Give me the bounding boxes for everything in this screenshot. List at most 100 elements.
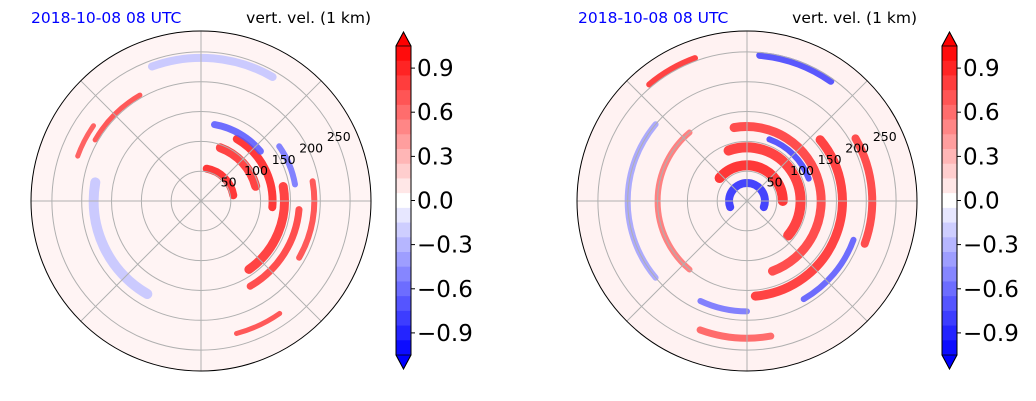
angular-gridline [200, 200, 322, 322]
colorbar-tick-label: −0.6 [963, 277, 1019, 303]
field-feature [215, 143, 261, 191]
colorbar-band [396, 60, 411, 76]
radial-tick-label: 100 [790, 163, 814, 178]
field-feature [646, 55, 698, 88]
field-feature [800, 236, 857, 303]
colorbar-tick-label: 0.9 [417, 56, 454, 82]
colorbar-band [396, 266, 411, 282]
colorbar-band [942, 222, 957, 238]
radial-tick-label: 250 [327, 129, 351, 144]
angular-gridline [80, 200, 202, 322]
colorbar-band [942, 193, 957, 209]
radial-tick-label: 200 [845, 140, 869, 155]
colorbar-band [396, 46, 411, 62]
angular-gridline [200, 80, 322, 202]
colorbar-band [396, 178, 411, 194]
colorbar-band [396, 149, 411, 165]
colorbar-band [942, 149, 957, 165]
colorbar-band [942, 266, 957, 282]
colorbar-band [396, 296, 411, 312]
field-feature [232, 135, 277, 212]
colorbar: 0.9 0.6 0.3 0.0 −0.3 −0.6 −0.9 [941, 30, 1019, 371]
colorbar-tick-label: 0.0 [963, 189, 1000, 215]
colorbar-band [396, 325, 411, 341]
radial-tick-label: 100 [244, 163, 268, 178]
colorbar-band [396, 90, 411, 106]
field-feature [246, 206, 303, 290]
field-feature [729, 122, 826, 276]
polar-grid [577, 31, 917, 371]
colorbar-extend-min [941, 354, 958, 370]
colorbar-tick-label: −0.9 [963, 321, 1019, 347]
field-feature [714, 160, 788, 206]
colorbar-band [396, 281, 411, 297]
field-feature [750, 135, 847, 301]
colorbar-band [396, 252, 411, 268]
polar-outline [576, 30, 918, 372]
colorbar: 0.9 0.6 0.3 0.0 −0.3 −0.6 −0.9 [395, 30, 473, 371]
colorbar-band [396, 75, 411, 91]
colorbar-tick-label: 0.6 [417, 100, 454, 126]
field-feature [148, 53, 277, 81]
colorbar-tick-label: 0.3 [417, 144, 454, 170]
field-feature [756, 51, 835, 85]
panel-date-title: 2018-10-08 08 UTC [578, 9, 728, 27]
colorbar-outline [395, 30, 412, 371]
colorbar-band [942, 104, 957, 120]
colorbar-band [396, 207, 411, 223]
colorbar-band [942, 310, 957, 326]
panel-field-title: vert. vel. (1 km) [792, 9, 917, 27]
colorbar-band [942, 237, 957, 253]
field-feature [88, 177, 153, 299]
colorbar-band [942, 325, 957, 341]
colorbar-band [396, 134, 411, 150]
colorbar-band [396, 222, 411, 238]
colorbar-band [942, 252, 957, 268]
field-feature [244, 182, 289, 274]
radial-tick-label: 150 [272, 152, 296, 167]
colorbar-band [942, 90, 957, 106]
field-feature [296, 178, 318, 261]
angular-gridline [80, 80, 202, 202]
angular-gridline [626, 80, 748, 202]
colorbar-band [942, 296, 957, 312]
field-feature [234, 310, 283, 336]
field-feature [851, 134, 877, 248]
colorbar-tick-label: −0.9 [417, 321, 473, 347]
colorbar-band [396, 237, 411, 253]
colorbar-band [942, 340, 957, 356]
colorbar-tick-label: 0.0 [417, 189, 454, 215]
colorbar-tick-label: 0.9 [963, 56, 1000, 82]
radial-tick-label: 50 [221, 175, 237, 190]
colorbar-band [942, 60, 957, 76]
colorbar-band [396, 193, 411, 209]
colorbar-band [396, 310, 411, 326]
field-feature [211, 121, 264, 155]
polar-grid [31, 31, 371, 371]
angular-gridline [626, 200, 748, 322]
colorbar-band [942, 75, 957, 91]
field-features [75, 53, 318, 336]
colorbar-outline [941, 30, 958, 371]
panel-field-title: vert. vel. (1 km) [246, 9, 371, 27]
colorbar-tick-label: 0.3 [963, 144, 1000, 170]
panel-date-title: 2018-10-08 08 UTC [31, 9, 181, 27]
colorbar-band [942, 178, 957, 194]
colorbar-band [396, 119, 411, 135]
colorbar-extend-max [941, 31, 958, 47]
colorbar-band [942, 207, 957, 223]
angular-gridline [746, 200, 868, 322]
colorbar-band [396, 340, 411, 356]
colorbar-tick-label: −0.6 [417, 277, 473, 303]
colorbar-tick-label: 0.6 [963, 100, 1000, 126]
colorbar-band [942, 119, 957, 135]
radial-tick-label: 250 [873, 129, 897, 144]
polar-outline [30, 30, 372, 372]
field-feature [276, 143, 298, 188]
colorbar-extend-max [395, 31, 412, 47]
field-feature [723, 142, 806, 241]
angular-gridline [746, 80, 868, 202]
